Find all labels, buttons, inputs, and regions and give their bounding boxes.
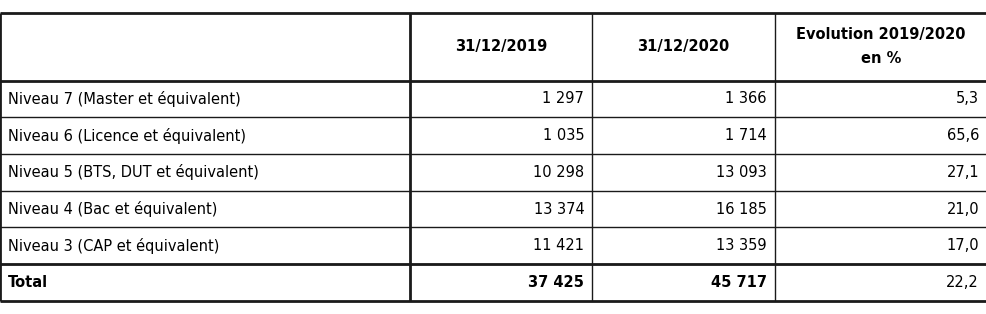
Text: Niveau 4 (Bac et équivalent): Niveau 4 (Bac et équivalent) [8, 201, 217, 217]
Text: 1 297: 1 297 [542, 91, 584, 106]
Text: 17,0: 17,0 [946, 238, 978, 253]
Text: 5,3: 5,3 [955, 91, 978, 106]
Text: 1 714: 1 714 [725, 128, 766, 143]
Text: 13 093: 13 093 [716, 165, 766, 180]
Text: 31/12/2019: 31/12/2019 [455, 39, 546, 54]
Text: Niveau 6 (Licence et équivalent): Niveau 6 (Licence et équivalent) [8, 128, 246, 143]
Text: Niveau 5 (BTS, DUT et équivalent): Niveau 5 (BTS, DUT et équivalent) [8, 165, 258, 180]
Text: Total: Total [8, 275, 48, 290]
Text: 21,0: 21,0 [946, 202, 978, 217]
Text: Niveau 3 (CAP et équivalent): Niveau 3 (CAP et équivalent) [8, 238, 219, 254]
Text: 45 717: 45 717 [710, 275, 766, 290]
Text: 27,1: 27,1 [946, 165, 978, 180]
Text: 1 366: 1 366 [725, 91, 766, 106]
Text: Niveau 7 (Master et équivalent): Niveau 7 (Master et équivalent) [8, 91, 241, 107]
Text: 65,6: 65,6 [946, 128, 978, 143]
Text: 37 425: 37 425 [528, 275, 584, 290]
Text: 31/12/2020: 31/12/2020 [637, 39, 729, 54]
Text: 13 374: 13 374 [533, 202, 584, 217]
Text: 10 298: 10 298 [532, 165, 584, 180]
Text: Evolution 2019/2020: Evolution 2019/2020 [796, 27, 964, 42]
Text: 11 421: 11 421 [532, 238, 584, 253]
Text: 13 359: 13 359 [716, 238, 766, 253]
Text: 22,2: 22,2 [946, 275, 978, 290]
Text: en %: en % [860, 51, 900, 67]
Text: 1 035: 1 035 [542, 128, 584, 143]
Text: 16 185: 16 185 [715, 202, 766, 217]
